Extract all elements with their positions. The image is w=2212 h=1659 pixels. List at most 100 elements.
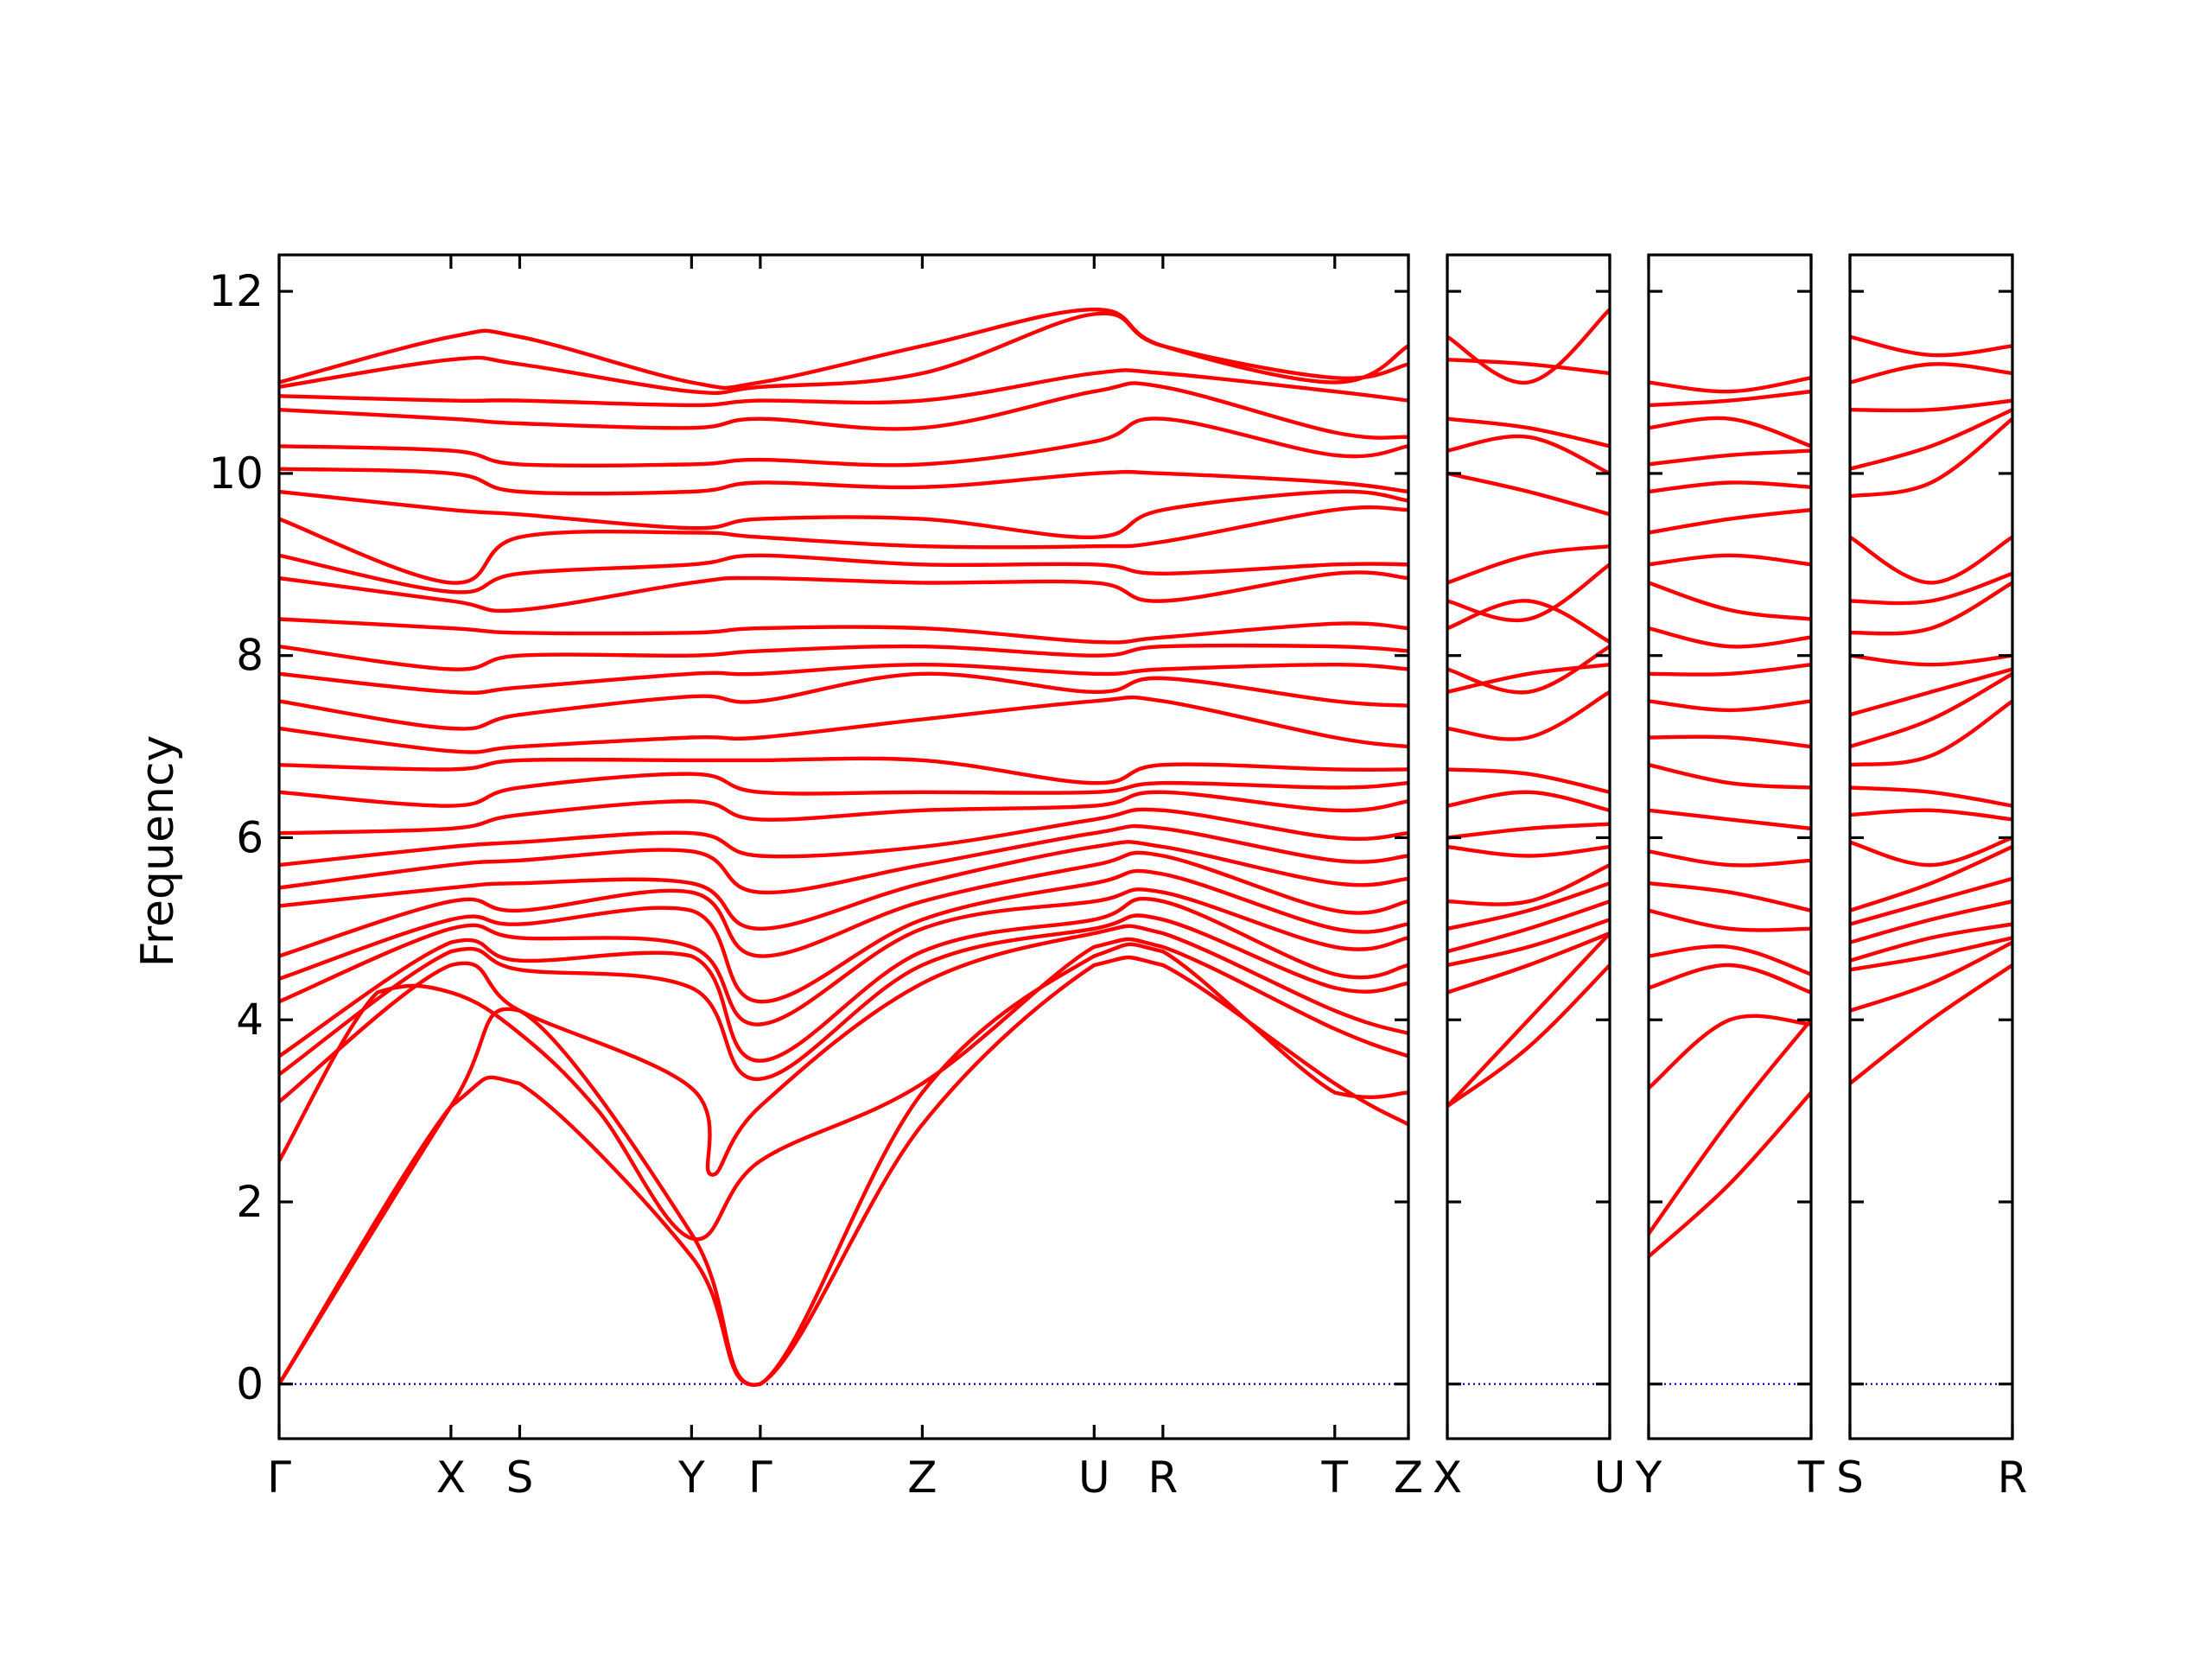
phonon-band xyxy=(1649,581,1811,621)
phonon-band xyxy=(1447,931,1610,995)
phonon-band xyxy=(1649,699,1811,713)
phonon-band xyxy=(1447,599,1610,645)
phonon-band xyxy=(1850,408,2012,471)
phonon-band xyxy=(1649,1090,1811,1259)
phonon-band xyxy=(1649,849,1811,868)
phonon-band xyxy=(1850,922,2012,963)
phonon-band xyxy=(279,887,1408,1027)
phonon-band xyxy=(1447,434,1610,476)
phonon-band xyxy=(279,308,1408,391)
phonon-band xyxy=(279,942,1408,1387)
phonon-band xyxy=(1447,899,1610,954)
phonon-band xyxy=(279,807,1408,868)
phonon-band xyxy=(1850,671,2012,749)
phonon-band xyxy=(279,896,1408,1063)
phonon-band xyxy=(279,756,1408,785)
phonon-band xyxy=(1447,822,1610,840)
kpoint-label: U xyxy=(1078,1452,1110,1503)
bands xyxy=(1447,308,1610,1109)
y-tick-label: 2 xyxy=(236,1177,264,1227)
kpoint-label: T xyxy=(1797,1452,1825,1503)
phonon-band xyxy=(1850,936,2012,972)
phonon-band xyxy=(1447,790,1610,812)
phonon-band xyxy=(1649,734,1811,749)
phonon-band xyxy=(1447,862,1610,906)
kpoint-label: Γ xyxy=(267,1452,291,1503)
phonon-band xyxy=(1649,944,1811,976)
kpoint-label: Y xyxy=(1635,1452,1662,1503)
kpoint-label: S xyxy=(1836,1452,1864,1503)
y-tick-label: 10 xyxy=(208,448,264,499)
phonon-band xyxy=(1649,1018,1811,1236)
panel-frame xyxy=(1647,253,1813,1440)
phonon-band xyxy=(1649,626,1811,649)
phonon-band xyxy=(1649,908,1811,932)
phonon-band xyxy=(279,695,1408,754)
phonon-band xyxy=(1649,808,1811,831)
phonon-band xyxy=(279,368,1408,408)
phonon-band xyxy=(1447,690,1610,741)
phonon-band xyxy=(1447,918,1610,968)
phonon-band xyxy=(1850,844,2012,912)
bands xyxy=(1649,376,1811,1259)
phonon-band xyxy=(1447,416,1610,448)
phonon-band xyxy=(1447,358,1610,376)
phonon-band xyxy=(1447,963,1610,1109)
panel-frame xyxy=(1446,253,1611,1440)
phonon-band xyxy=(279,467,1408,496)
kpoint-label: Γ xyxy=(748,1452,772,1503)
phonon-band xyxy=(1649,963,1811,995)
phonon-band xyxy=(1447,767,1610,794)
phonon-band xyxy=(1850,899,2012,944)
phonon-band xyxy=(1447,308,1610,385)
phonon-band xyxy=(279,790,1408,836)
phonon-band xyxy=(279,311,1408,395)
kpoint-label: Z xyxy=(907,1452,937,1503)
phonon-band xyxy=(279,868,1408,1004)
phonon-band xyxy=(279,840,1408,931)
phonon-band xyxy=(1850,334,2012,358)
phonon-band xyxy=(1649,376,1811,394)
phonon-band xyxy=(1850,836,2012,868)
phonon-band xyxy=(279,772,1408,808)
phonon-band xyxy=(279,671,1408,731)
kpoint-label: R xyxy=(1147,1452,1178,1503)
phonon-band xyxy=(1447,663,1610,694)
kpoint-label: U xyxy=(1594,1452,1626,1503)
phonon-band xyxy=(279,489,1408,540)
phonon-band xyxy=(1447,844,1610,858)
phonon-band xyxy=(1447,645,1610,695)
phonon-band xyxy=(1447,881,1610,931)
phonon-band xyxy=(1649,480,1811,494)
phonon-band xyxy=(279,850,1408,958)
phonon-band xyxy=(279,643,1408,671)
phonon-band xyxy=(1649,881,1811,912)
phonon-band xyxy=(1850,535,2012,585)
kpoint-label: R xyxy=(1998,1452,2028,1503)
kpoint-label: X xyxy=(436,1452,466,1503)
panel-frame xyxy=(277,253,1410,1440)
phonon-band xyxy=(1850,808,2012,822)
phonon-band xyxy=(279,937,1408,1242)
phonon-band xyxy=(279,416,1408,468)
kpoint-label: X xyxy=(1433,1452,1462,1503)
phonon-band xyxy=(1649,1014,1811,1090)
phonon-band xyxy=(279,955,1408,1387)
kpoint-label: S xyxy=(506,1452,534,1503)
y-tick-label: 8 xyxy=(236,631,264,681)
phonon-band xyxy=(279,913,1408,1081)
phonon-band xyxy=(279,924,1408,1177)
phonon-band xyxy=(1850,581,2012,636)
phonon-band xyxy=(1850,785,2012,808)
phonon-band xyxy=(279,823,1408,895)
phonon-band xyxy=(1447,471,1610,517)
bands xyxy=(1850,334,2012,1086)
phonon-band xyxy=(1649,553,1811,567)
phonon-band xyxy=(1649,507,1811,535)
y-tick-label: 4 xyxy=(236,995,264,1045)
phonon-band xyxy=(279,505,1408,585)
